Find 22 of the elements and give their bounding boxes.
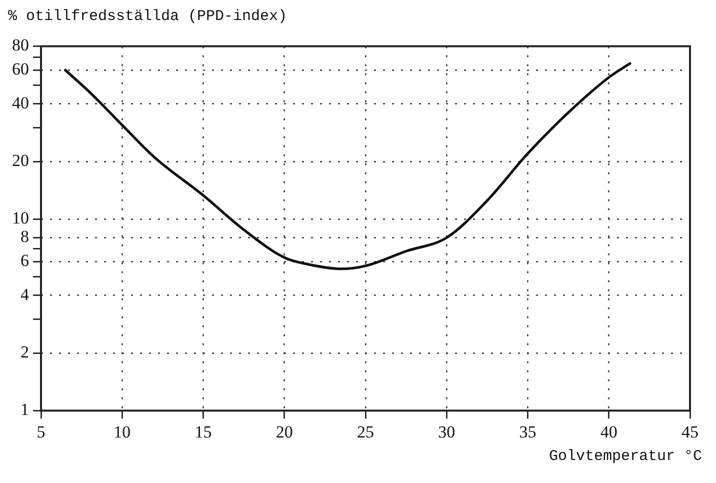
line-series xyxy=(64,62,632,270)
y-tick-label: 4 xyxy=(20,284,30,304)
y-tick-label: 40 xyxy=(12,93,29,112)
y-tick-label: 8 xyxy=(20,227,29,246)
x-tick-label: 45 xyxy=(682,422,698,442)
x-tick-label: 35 xyxy=(519,422,536,442)
y-tick-label: 60 xyxy=(12,60,29,79)
y-tick-label: 6 xyxy=(20,251,29,270)
y-axis-title: % otillfredsställda (PPD-index) xyxy=(8,8,288,25)
x-tick-label: 25 xyxy=(357,422,374,442)
x-tick-label: 40 xyxy=(600,422,618,442)
y-tick-label: 80 xyxy=(12,36,29,55)
x-tick-label: 5 xyxy=(36,422,46,442)
x-axis-title: Golvtemperatur °C xyxy=(548,448,702,465)
x-tick-label: 15 xyxy=(194,422,212,442)
x-tick-label: 20 xyxy=(276,422,293,442)
y-tick-label: 20 xyxy=(12,150,29,170)
x-tick-label: 10 xyxy=(114,422,131,442)
x-tick-label: 30 xyxy=(438,422,456,442)
y-tick-label: 10 xyxy=(12,208,29,228)
y-tick-label: 2 xyxy=(20,342,29,362)
y-tick-label: 1 xyxy=(20,400,29,420)
